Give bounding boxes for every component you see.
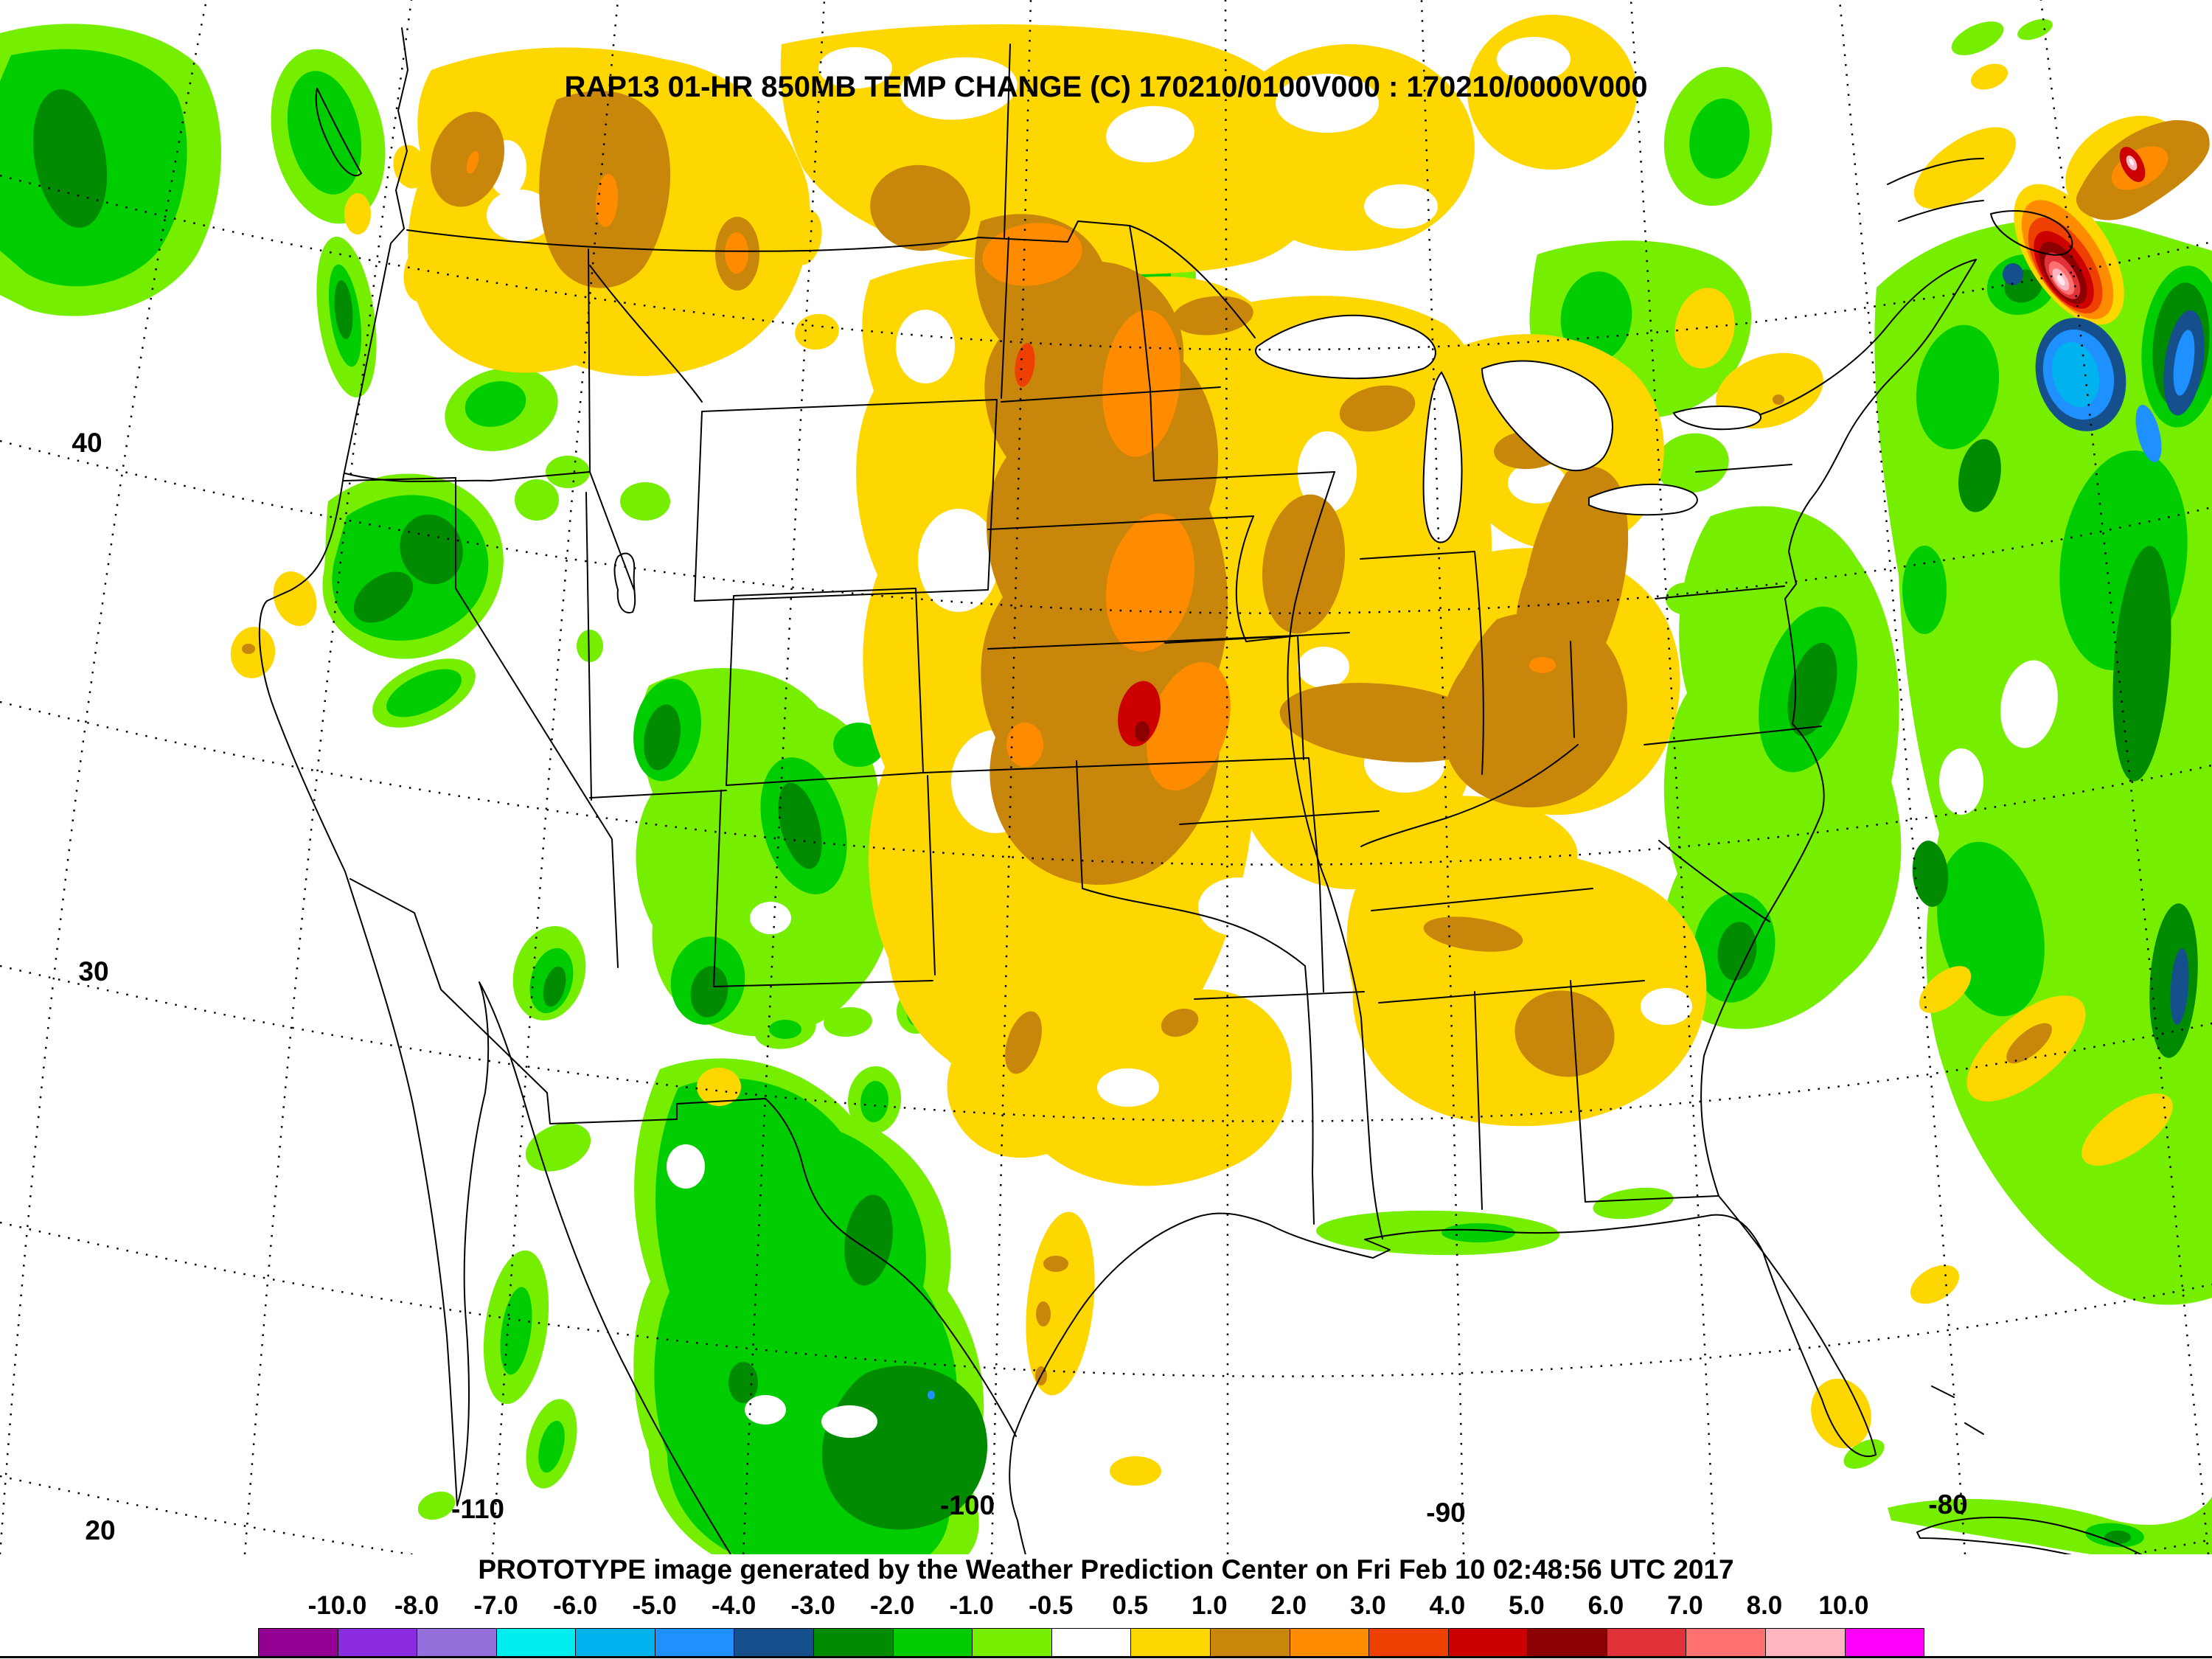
colorbar-tick-label: -0.5 xyxy=(1029,1591,1074,1620)
color-swatch xyxy=(1765,1629,1846,1657)
great-lakes xyxy=(613,314,1762,613)
colorbar-tick-label: -3.0 xyxy=(790,1591,835,1620)
color-swatch xyxy=(814,1629,894,1657)
colorbar-tick-label: 10.0 xyxy=(1818,1591,1869,1620)
colorbar-tick-label: -1.0 xyxy=(949,1591,994,1620)
colorbar-tick-label: 1.0 xyxy=(1191,1591,1228,1620)
colorbar-tick-label: 4.0 xyxy=(1429,1591,1466,1620)
map-title: RAP13 01-HR 850MB TEMP CHANGE (C) 170210… xyxy=(564,71,1648,103)
colorbar-tick-label: -10.0 xyxy=(307,1591,367,1620)
lon-label: -90 xyxy=(1426,1498,1466,1528)
lat-label: 20 xyxy=(85,1515,116,1545)
color-swatch xyxy=(1210,1629,1290,1657)
colorbar-tick-label: 7.0 xyxy=(1667,1591,1703,1620)
color-swatch xyxy=(655,1629,735,1657)
color-swatch xyxy=(973,1629,1052,1657)
colorbar-tick-label: 0.5 xyxy=(1112,1591,1149,1620)
color-swatch xyxy=(576,1629,655,1657)
colorbar-tick-label: 5.0 xyxy=(1509,1591,1545,1620)
colorbar-tick-label: 3.0 xyxy=(1350,1591,1386,1620)
bottom-rule xyxy=(0,1656,2212,1658)
lon-label: -100 xyxy=(939,1490,995,1520)
lat-label: 30 xyxy=(78,956,109,987)
color-swatch xyxy=(893,1629,973,1657)
colorbar-tick-label: 2.0 xyxy=(1270,1591,1307,1620)
color-swatch xyxy=(1051,1629,1132,1657)
color-swatch xyxy=(1607,1629,1687,1657)
color-swatch xyxy=(417,1629,497,1657)
lon-label: -110 xyxy=(451,1494,505,1524)
color-swatch xyxy=(1290,1629,1370,1657)
colorbar-tick-label: -8.0 xyxy=(394,1591,439,1620)
colorbar-tick-label: -6.0 xyxy=(552,1591,598,1620)
lon-label: -80 xyxy=(1928,1489,1968,1520)
colorbar-tick-label: 8.0 xyxy=(1746,1591,1783,1620)
color-swatch xyxy=(1528,1629,1607,1657)
color-swatch xyxy=(259,1629,338,1657)
colorbar-tick-label: -4.0 xyxy=(711,1591,757,1620)
color-swatch xyxy=(1845,1629,1924,1657)
lat-label: 40 xyxy=(72,428,102,458)
color-swatch xyxy=(1131,1629,1211,1657)
color-swatch xyxy=(1369,1629,1449,1657)
colorbar-tick-label: -7.0 xyxy=(473,1591,518,1620)
graticule-lines xyxy=(0,0,2212,1554)
colorbar-tick-label: -2.0 xyxy=(870,1591,915,1620)
footer-note: PROTOTYPE image generated by the Weather… xyxy=(478,1554,1734,1585)
temperature-contours xyxy=(0,15,2212,1554)
colorbar-tick-label: -5.0 xyxy=(632,1591,677,1620)
color-swatch xyxy=(496,1629,577,1657)
color-scale xyxy=(258,1628,1924,1658)
color-swatch xyxy=(1448,1629,1528,1657)
colorbar-ticks: -10.0 -8.0 -7.0 -6.0 -5.0 -4.0 -3.0 -2.0 -1.0 -0.… xyxy=(258,1591,1923,1624)
color-swatch xyxy=(338,1629,418,1657)
color-swatch xyxy=(734,1629,815,1657)
color-swatch xyxy=(1686,1629,1766,1657)
colorbar-tick-label: 6.0 xyxy=(1587,1591,1624,1620)
state-borders xyxy=(258,27,2143,1554)
